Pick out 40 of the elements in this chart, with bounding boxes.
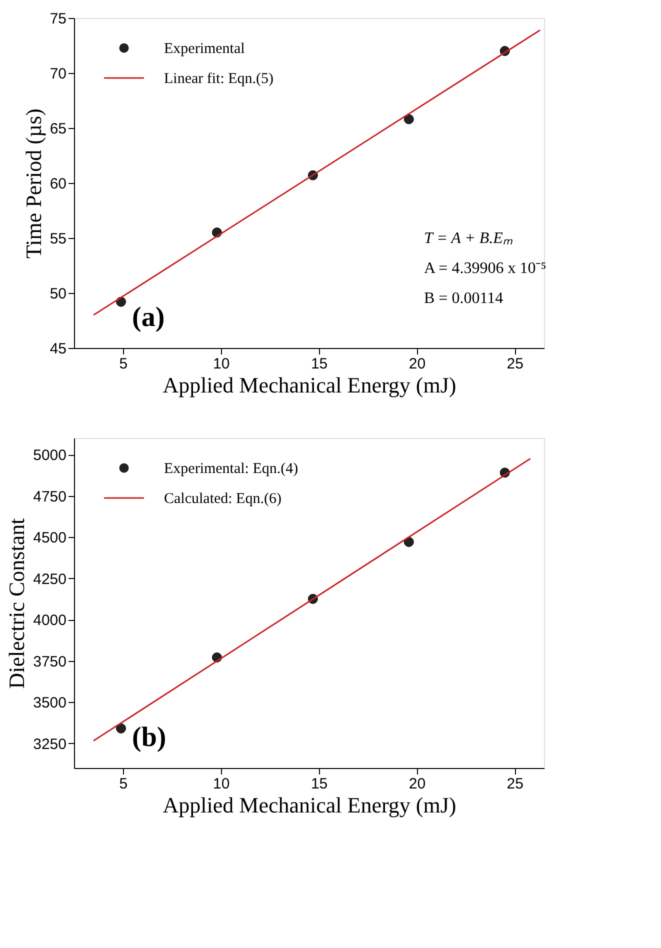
x-tick-label: 20	[408, 776, 426, 792]
point	[404, 114, 414, 124]
legend-label: Experimental	[164, 41, 245, 57]
y-tick-label: 5000	[33, 447, 66, 464]
x-tick-label: 5	[119, 356, 128, 372]
y-tick-label: 4500	[33, 530, 66, 546]
x-tick-label: 10	[213, 776, 230, 792]
x-tick-label: 15	[310, 776, 328, 792]
x-axis-title: Applied Mechanical Energy (mJ)	[162, 792, 456, 818]
y-tick-label: 55	[50, 230, 66, 248]
y-axis-title: Time Period (µs)	[20, 108, 46, 258]
annotation: (a)	[132, 302, 165, 333]
point	[116, 723, 126, 734]
y-tick-label: 75	[50, 10, 66, 28]
y-tick-label: 70	[50, 66, 66, 82]
x-tick-label: 25	[506, 356, 524, 372]
y-tick-label: 60	[50, 176, 66, 192]
legend-label: Calculated: Eqn.(6)	[164, 491, 282, 507]
y-tick-label: 3250	[33, 736, 66, 753]
y-axis-title: Dielectric Constant	[4, 518, 30, 689]
x-tick-label: 25	[506, 776, 524, 792]
x-axis-title: Applied Mechanical Energy (mJ)	[162, 372, 456, 398]
y-tick-label: 45	[50, 340, 66, 358]
x-tick-label: 15	[310, 356, 328, 372]
annotation: (b)	[132, 722, 166, 753]
y-tick-label: 4750	[33, 488, 66, 506]
legend-label: Experimental: Eqn.(4)	[164, 461, 298, 477]
x-tick-label: 10	[213, 356, 230, 372]
y-tick-label: 4250	[33, 570, 66, 588]
y-tick-label: 50	[50, 286, 66, 302]
x-tick-label: 20	[408, 356, 426, 372]
y-tick-label: 3750	[33, 653, 66, 670]
annotation: T = A + B.Eₘ	[424, 230, 513, 247]
y-tick-label: 65	[50, 120, 66, 138]
annotation: B = 0.00114	[424, 290, 504, 307]
x-tick-label: 5	[119, 776, 128, 792]
y-tick-label: 3500	[33, 694, 66, 712]
legend-label: Linear fit: Eqn.(5)	[164, 71, 274, 87]
annotation: A = 4.39906 x 10⁻⁵	[424, 260, 546, 277]
y-tick-label: 4000	[33, 612, 66, 629]
